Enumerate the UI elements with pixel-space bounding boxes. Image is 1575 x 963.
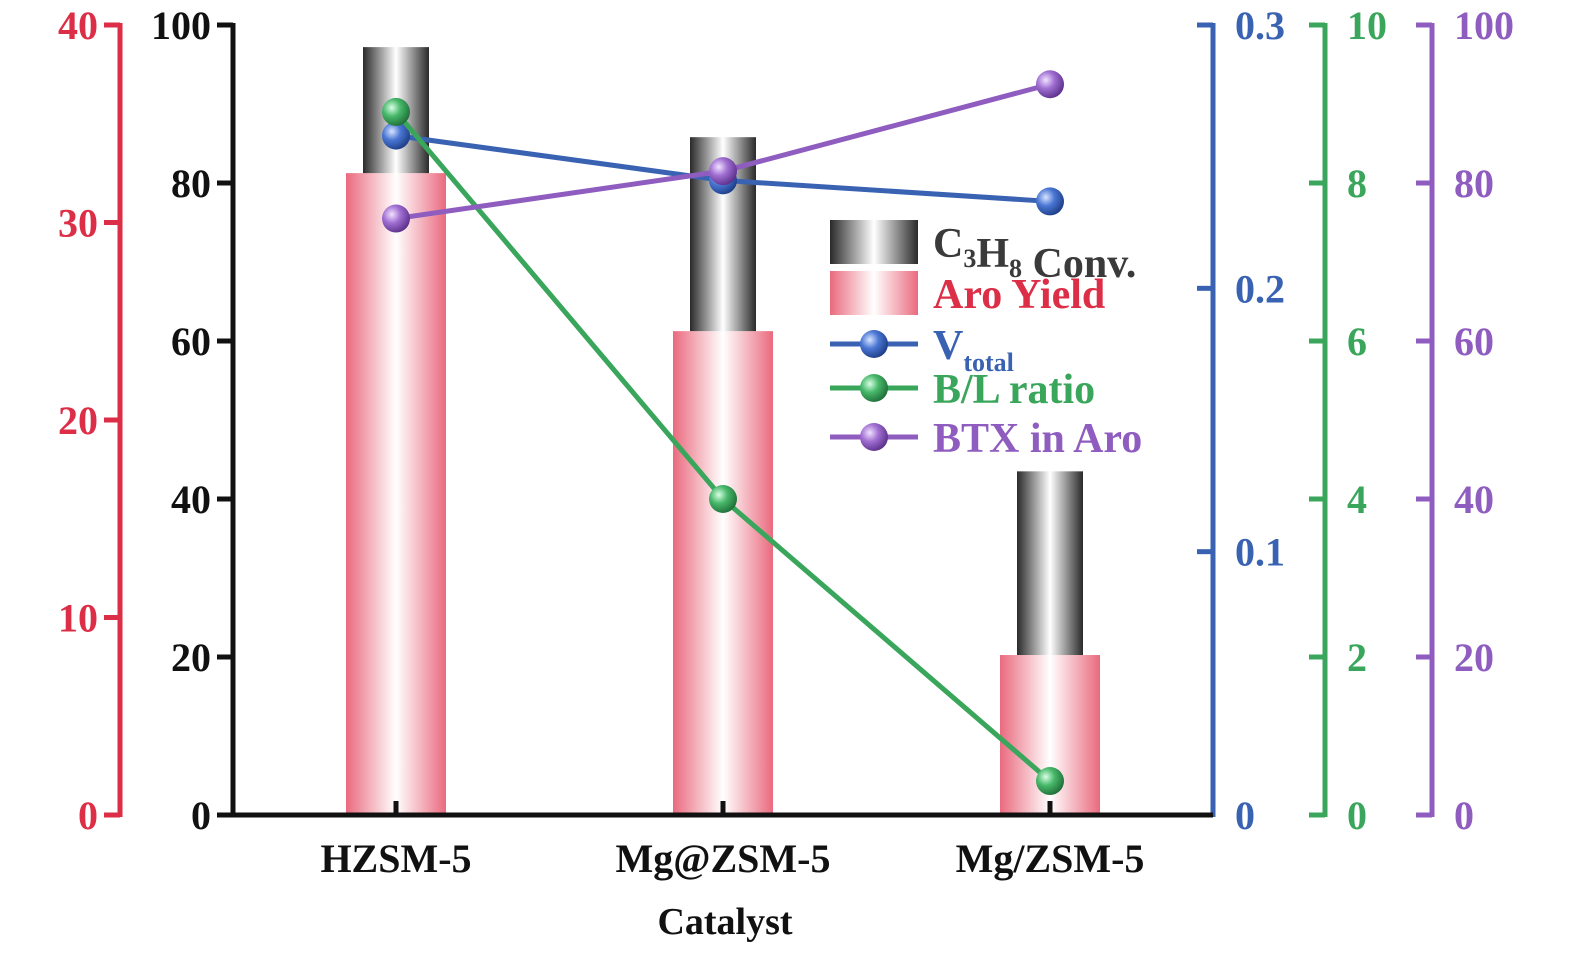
- tick-label-right_purple: 20: [1454, 635, 1494, 680]
- point-b-l-ratio-1: [709, 485, 737, 513]
- legend-text: Conv.: [1022, 241, 1136, 287]
- lines-layer: [382, 70, 1064, 796]
- legend-text: C: [933, 221, 963, 267]
- legend-text: H: [976, 231, 1009, 277]
- tick-label-left_black: 0: [191, 793, 211, 838]
- point-btx-in-aro-0: [382, 204, 410, 233]
- legend-subscript: 3: [963, 244, 976, 273]
- tick-label-left_black: 60: [171, 319, 211, 364]
- point-btx-in-aro-1: [709, 157, 737, 186]
- tick-label-left_red: 10: [58, 596, 98, 641]
- tick-label-left_red: 0: [78, 793, 98, 838]
- tick-label-left_black: 40: [171, 477, 211, 522]
- tick-label-right_purple: 60: [1454, 319, 1494, 364]
- bar-aro-yield-0: [346, 173, 446, 815]
- legend-marker-1: [860, 374, 888, 402]
- legend-swatch-c3h8-conv: [830, 220, 918, 264]
- legend-subscript: total: [963, 348, 1014, 377]
- x-axis-title: Catalyst: [657, 901, 792, 943]
- x-tick-label: Mg@ZSM-5: [616, 836, 831, 881]
- tick-label-right_purple: 0: [1454, 793, 1474, 838]
- legend-label-0: Vtotal: [933, 323, 1014, 377]
- tick-label-left_black: 20: [171, 635, 211, 680]
- legend-text: B/L ratio: [933, 367, 1095, 413]
- legend-marker-2: [860, 423, 888, 451]
- tick-label-left_red: 40: [58, 3, 98, 48]
- tick-label-right_blue: 0.1: [1235, 530, 1285, 575]
- legend-text: BTX in Aro: [933, 416, 1142, 462]
- tick-label-right_green: 0: [1347, 793, 1367, 838]
- tick-label-left_black: 100: [151, 3, 211, 48]
- point-b-l-ratio-2: [1036, 767, 1064, 796]
- tick-label-right_green: 8: [1347, 161, 1367, 206]
- x-tick-label: Mg/ZSM-5: [956, 836, 1145, 881]
- point-btx-in-aro-2: [1036, 70, 1064, 99]
- bar-c3h8-conv-2: [1017, 471, 1083, 656]
- tick-label-right_green: 10: [1347, 3, 1387, 48]
- legend-text: V: [933, 323, 963, 369]
- tick-label-left_red: 30: [58, 201, 98, 246]
- tick-label-right_green: 4: [1347, 477, 1367, 522]
- point-vtotal-0: [382, 121, 410, 150]
- tick-label-left_red: 20: [58, 398, 98, 443]
- legend-marker-0: [860, 330, 888, 358]
- tick-label-right_green: 2: [1347, 635, 1367, 680]
- legend-label-2: BTX in Aro: [933, 416, 1142, 462]
- legend-label-c3h8-conv: C3H8 Conv.: [933, 221, 1136, 287]
- legend-swatch-aro-yield: [830, 271, 918, 315]
- tick-label-right_purple: 100: [1454, 3, 1514, 48]
- tick-label-right_blue: 0.2: [1235, 266, 1285, 311]
- tick-label-right_purple: 40: [1454, 477, 1494, 522]
- legend-label-aro-yield: Aro Yield: [933, 272, 1105, 318]
- legend-subscript: 8: [1009, 254, 1022, 283]
- bar-aro-yield-1: [673, 331, 773, 815]
- x-tick-label: HZSM-5: [320, 836, 471, 881]
- point-b-l-ratio-0: [382, 97, 410, 126]
- legend-label-1: B/L ratio: [933, 367, 1095, 413]
- tick-label-left_black: 80: [171, 161, 211, 206]
- axes-layer: 01020304002040608010000.10.20.3024681002…: [58, 3, 1514, 881]
- tick-label-right_blue: 0.3: [1235, 3, 1285, 48]
- tick-label-right_blue: 0: [1235, 793, 1255, 838]
- tick-label-right_purple: 80: [1454, 161, 1494, 206]
- point-vtotal-2: [1036, 187, 1064, 216]
- tick-label-right_green: 6: [1347, 319, 1367, 364]
